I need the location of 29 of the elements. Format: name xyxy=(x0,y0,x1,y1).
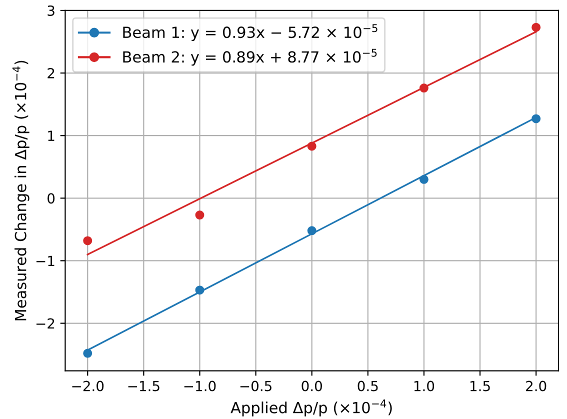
point xyxy=(419,174,428,184)
point xyxy=(83,348,92,358)
y-tick-label: 3 xyxy=(48,5,54,16)
x-tick-label: −1.0 xyxy=(184,380,216,392)
y-tick-label: −2 xyxy=(36,318,54,329)
point xyxy=(419,84,428,93)
x-tick-label: 0.5 xyxy=(358,380,378,392)
legend-label: Beam 2: y = 0.89x + 8.77 × 10$^{−5}$ xyxy=(123,48,377,66)
x-tick-label: −0.5 xyxy=(240,380,272,392)
point xyxy=(532,22,541,32)
x-tick-label: −2.0 xyxy=(72,380,104,392)
point xyxy=(307,226,316,236)
y-tick-label: 1 xyxy=(48,130,54,141)
point xyxy=(83,236,92,246)
x-axis-title: Applied Δp/p (×10$^{−4}$) xyxy=(230,400,392,416)
x-tick-label: 2.0 xyxy=(526,380,546,392)
x-tick-label: 1.0 xyxy=(414,380,434,392)
point xyxy=(532,114,541,124)
x-tick-label: 0.0 xyxy=(302,380,322,392)
point xyxy=(307,142,316,151)
y-tick-label: 0 xyxy=(48,193,55,204)
y-tick-label: 2 xyxy=(48,68,54,78)
point xyxy=(195,210,204,220)
x-tick-label: 1.5 xyxy=(470,380,490,392)
x-tick-label: −1.5 xyxy=(128,380,160,392)
y-axis-title: Measured Change in Δp/p (×10$^{−4}$) xyxy=(12,60,30,320)
legend-label: Beam 1: y = 0.93x − 5.72 × 10$^{−5}$ xyxy=(123,24,378,42)
point xyxy=(195,286,204,295)
y-tick-label: −1 xyxy=(36,256,54,266)
